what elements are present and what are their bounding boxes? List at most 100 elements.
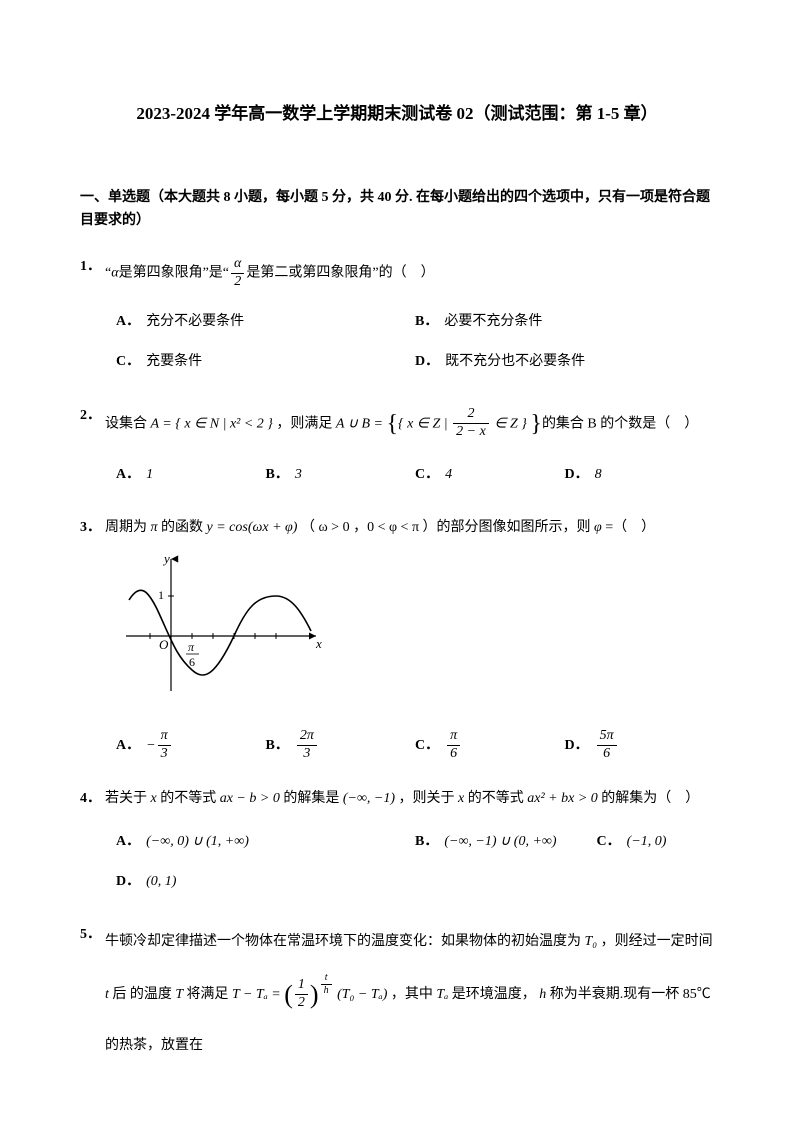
q2-optB: B． 3: [266, 455, 416, 495]
q4-t4: ，则关于: [399, 791, 455, 806]
q3-optA-sign: −: [146, 735, 155, 757]
q1-optA-label: A．: [116, 311, 140, 333]
q5-exp-nu: t: [321, 972, 332, 985]
q4-optC-text: (−1, 0): [627, 831, 667, 853]
q1-alpha: α: [111, 265, 118, 280]
q5-half-de: 2: [295, 995, 308, 1012]
q4-t3: 的解集是: [283, 791, 339, 806]
cosine-graph-svg: y x 1 O π 6: [116, 551, 326, 701]
q3-optA: A．−π3: [116, 726, 266, 766]
q4-optB-label: B．: [415, 831, 438, 853]
q2-frac-de: 2 − x: [453, 424, 489, 441]
q1-optA: A．充分不必要条件: [116, 303, 415, 343]
q4-optC-label: C．: [597, 831, 621, 853]
q3-graph: y x 1 O π 6: [116, 551, 714, 709]
q3-optA-nu: π: [158, 728, 171, 746]
q4-optD: D． (0, 1): [116, 862, 176, 902]
q3-phi: φ: [591, 520, 606, 535]
q3-t1: 周期为: [105, 520, 147, 535]
q3-t4: =（ ）: [605, 520, 655, 535]
q3-optC: C． π6: [415, 726, 565, 766]
x-axis-label: x: [315, 636, 322, 651]
q3-text: 周期为 π 的函数 y = cos(ωx + φ) （ ω > 0 ，0 < φ…: [105, 517, 714, 539]
q2-set2a: A ∪ B =: [332, 416, 386, 431]
q2-set2b: { x ∈ Z |: [398, 416, 451, 431]
q2-t3: 的集合 B 的个数是（ ）: [542, 416, 698, 431]
q4-optB: B． (−∞, −1) ∪ (0, +∞): [415, 822, 557, 862]
q3-optC-de: 6: [447, 746, 460, 763]
q5-t7: 是环境温度，: [452, 987, 536, 1002]
q4-optD-label: D．: [116, 871, 140, 893]
q3-optB: B． 2π3: [266, 726, 416, 766]
page-title: 2023-2024 学年高一数学上学期期末测试卷 02（测试范围：第 1-5 章…: [80, 100, 714, 127]
q3-optD: D． 5π6: [565, 726, 715, 766]
q3-optC-nu: π: [447, 728, 460, 746]
q5-exp-de: h: [321, 985, 332, 997]
question-2: 2． 设集合 A = { x ∈ N | x² < 2 } ，则满足 A ∪ B…: [80, 405, 714, 495]
q4-ineq2: ax² + bx > 0: [524, 791, 602, 806]
q5-t6: ，其中: [391, 987, 433, 1002]
q4-optA-text: (−∞, 0) ∪ (1, +∞): [146, 831, 249, 853]
q2-frac-nu: 2: [453, 406, 489, 424]
q4-optA-label: A．: [116, 831, 140, 853]
q2-t2: ，则满足: [276, 416, 332, 431]
q3-t3: （ ω > 0 ，0 < φ < π ）的部分图像如图所示，则: [301, 520, 591, 535]
q2-optC-text: 4: [445, 464, 452, 486]
q3-optC-label: C．: [415, 735, 439, 757]
q3-optB-nu: 2π: [297, 728, 317, 746]
q1-optB: B．必要不充分条件: [415, 303, 714, 343]
q1-optD: D． 既不充分也不必要条件: [415, 343, 714, 383]
q5-half-nu: 1: [295, 977, 308, 995]
q4-number: 4．: [80, 788, 101, 810]
q4-optB-text: (−∞, −1) ∪ (0, +∞): [444, 831, 556, 853]
question-5: 5． 牛顿冷却定律描述一个物体在常温环境下的温度变化：如果物体的初始温度为 T₀…: [80, 924, 714, 1064]
q3-number: 3．: [80, 517, 101, 539]
section-header: 一、单选题（本大题共 8 小题，每小题 5 分，共 40 分. 在每小题给出的四…: [80, 187, 714, 232]
q2-optD-label: D．: [565, 464, 589, 486]
q4-t5: 的不等式: [468, 791, 524, 806]
q5-t2: ，则经过一定时间: [601, 934, 713, 949]
q3-pi: π: [147, 520, 161, 535]
q1-optD-label: D．: [415, 351, 439, 373]
q3-optD-de: 6: [597, 746, 617, 763]
q2-text: 设集合 A = { x ∈ N | x² < 2 } ，则满足 A ∪ B = …: [105, 405, 714, 443]
q3-optA-label: A．: [116, 735, 140, 757]
q1-optB-text: 必要不充分条件: [444, 311, 542, 333]
q4-optD-text: (0, 1): [146, 871, 176, 893]
q5-t3: 后: [112, 987, 126, 1002]
q3-fn: y = cos(ωx + φ): [203, 520, 301, 535]
q2-optA-label: A．: [116, 464, 140, 486]
q4-set1: (−∞, −1): [339, 791, 398, 806]
q5-eq-a: T − Tₐ =: [228, 987, 284, 1002]
q1-text: “α是第四象限角”是“α2是第二或第四象限角”的（ ）: [105, 256, 714, 291]
question-1: 1． “α是第四象限角”是“α2是第二或第四象限角”的（ ） A．充分不必要条件…: [80, 256, 714, 383]
q4-optA: A． (−∞, 0) ∪ (1, +∞): [116, 822, 415, 862]
q1-optC: C．充要条件: [116, 343, 415, 383]
q1-frac-nu: α: [231, 256, 244, 274]
q3-optB-label: B．: [266, 735, 289, 757]
q2-optB-label: B．: [266, 464, 289, 486]
q2-optD: D．8: [565, 455, 715, 495]
q4-t1: 若关于: [105, 791, 147, 806]
q4-ineq1: ax − b > 0: [216, 791, 283, 806]
q3-optD-label: D．: [565, 735, 589, 757]
q3-optB-de: 3: [297, 746, 317, 763]
question-4: 4． 若关于 x 的不等式 ax − b > 0 的解集是 (−∞, −1) ，…: [80, 788, 714, 902]
q1-optC-text: 充要条件: [146, 351, 202, 373]
q2-t1: 设集合: [105, 416, 147, 431]
q3-optD-nu: 5π: [597, 728, 617, 746]
q1-frac-de: 2: [231, 274, 244, 291]
q2-optC-label: C．: [415, 464, 439, 486]
question-3: 3． 周期为 π 的函数 y = cos(ωx + φ) （ ω > 0 ，0 …: [80, 517, 714, 766]
q2-number: 2．: [80, 405, 101, 427]
q1-optD-text: 既不充分也不必要条件: [445, 351, 585, 373]
q4-x2: x: [455, 791, 468, 806]
q2-set2c: ∈ Z }: [491, 416, 531, 431]
q2-set1: A = { x ∈ N | x² < 2 }: [147, 416, 276, 431]
y-tick-1: 1: [158, 588, 164, 602]
q5-T: T: [172, 987, 187, 1002]
q5-t4: 的温度: [130, 987, 172, 1002]
q5-t1: 牛顿冷却定律描述一个物体在常温环境下的温度变化：如果物体的初始温度为: [105, 934, 581, 949]
q1-mid2: 是第二或第四象限角”的（ ）: [246, 265, 434, 280]
q2-optB-text: 3: [295, 464, 302, 486]
